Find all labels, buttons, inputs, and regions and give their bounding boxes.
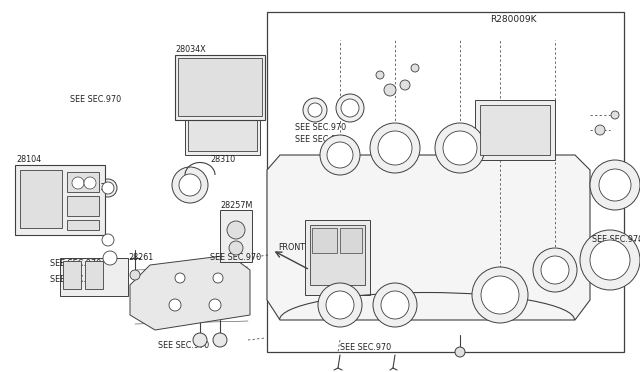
Circle shape [213,333,227,347]
Text: FRONT: FRONT [278,244,305,253]
Bar [85,261,103,289]
Circle shape [327,142,353,168]
Circle shape [72,177,84,189]
Text: 28261: 28261 [128,253,153,263]
Circle shape [443,131,477,165]
Circle shape [481,276,519,314]
Circle shape [326,291,354,319]
Polygon shape [267,155,590,320]
Text: SEE SEC.970: SEE SEC.970 [210,253,261,263]
Bar [310,225,365,285]
Bar [178,58,262,116]
Circle shape [611,111,619,119]
Text: SEE SEC.970: SEE SEC.970 [295,135,346,144]
Bar [340,228,362,253]
Text: SEE SEC.970: SEE SEC.970 [158,340,209,350]
Bar [480,105,550,155]
Text: SEE SEC.970: SEE SEC.970 [70,96,121,105]
Text: 28034X: 28034X [175,45,205,55]
Circle shape [533,248,577,292]
Circle shape [102,182,114,194]
Circle shape [103,251,117,265]
Bar [312,228,337,253]
Circle shape [541,256,569,284]
Bar [475,100,555,160]
Circle shape [400,80,410,90]
Text: 27923: 27923 [80,183,106,192]
Circle shape [455,347,465,357]
Text: 28257M: 28257M [220,201,252,209]
Bar [185,100,260,155]
Bar [20,170,62,228]
Bar [60,258,128,296]
Polygon shape [305,220,370,295]
Text: R280009K: R280009K [490,16,536,25]
Text: 28310: 28310 [210,155,235,164]
Circle shape [580,230,640,290]
Bar [67,196,99,216]
Bar [267,12,624,352]
Text: SEE SEC.970: SEE SEC.970 [295,124,346,132]
Circle shape [84,177,96,189]
Circle shape [102,234,114,246]
Circle shape [175,273,185,283]
Circle shape [193,333,207,347]
Bar [220,210,252,262]
Circle shape [595,125,605,135]
Circle shape [378,131,412,165]
Circle shape [169,299,181,311]
Circle shape [373,283,417,327]
Circle shape [599,169,631,201]
Circle shape [341,99,359,117]
Text: SEE SEC.970: SEE SEC.970 [592,235,640,244]
Circle shape [336,94,364,122]
Bar [67,220,99,230]
Circle shape [590,240,630,280]
Bar [63,261,81,289]
Circle shape [99,179,117,197]
Circle shape [308,103,322,117]
Circle shape [472,267,528,323]
Circle shape [381,291,409,319]
Circle shape [320,135,360,175]
Circle shape [370,123,420,173]
Bar [175,55,265,120]
Bar [15,165,105,235]
Circle shape [213,273,223,283]
Text: SEE SEC.970: SEE SEC.970 [340,343,391,353]
Circle shape [384,84,396,96]
Circle shape [411,64,419,72]
Circle shape [303,98,327,122]
Bar [67,172,99,192]
Bar [188,103,257,151]
Circle shape [318,283,362,327]
Circle shape [376,71,384,79]
Polygon shape [130,255,250,330]
Circle shape [229,241,243,255]
Text: 28104: 28104 [16,155,41,164]
Circle shape [179,174,201,196]
Text: SEE SEC.970: SEE SEC.970 [50,260,101,269]
Circle shape [130,270,140,280]
Circle shape [590,160,640,210]
Circle shape [172,167,208,203]
Circle shape [227,221,245,239]
Circle shape [435,123,485,173]
Text: SEE SEC.970: SEE SEC.970 [50,276,101,285]
Circle shape [209,299,221,311]
